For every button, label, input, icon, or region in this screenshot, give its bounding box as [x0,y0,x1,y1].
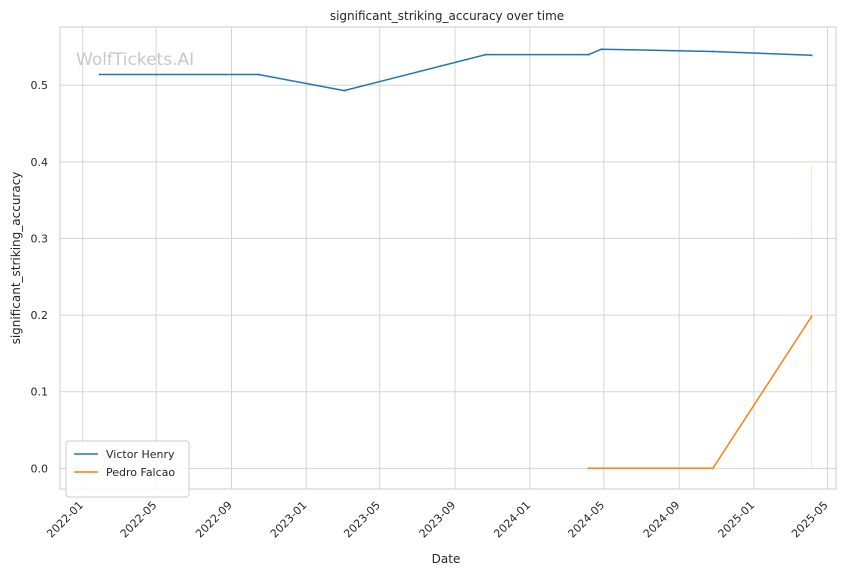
data-point-victor-henry [484,53,487,56]
chart-title: significant_striking_accuracy over time [330,9,564,23]
data-point-victor-henry [257,73,260,76]
data-point-victor-henry [587,53,590,56]
data-point-victor-henry [810,54,813,57]
data-point-pedro-falcao [711,467,714,470]
data-point-victor-henry [98,73,101,76]
y-axis-ticks: 0.0 0.1 0.2 0.3 0.4 0.5 [31,79,49,475]
series-layer [98,48,813,470]
data-point-victor-henry [600,48,603,51]
y-tick-label: 0.1 [31,386,49,399]
y-tick-label: 0.2 [31,309,49,322]
legend-label-pedro-falcao: Pedro Falcao [106,466,175,479]
y-tick-label: 0.0 [31,462,49,475]
y-axis-label: significant_striking_accuracy [9,172,23,345]
y-tick-label: 0.3 [31,232,49,245]
series-line-victor-henry [99,48,812,92]
data-point-pedro-falcao [587,467,590,470]
data-point-victor-henry [343,89,346,92]
grid [60,27,836,489]
y-tick-label: 0.5 [31,79,49,92]
x-axis-label: Date [432,552,461,566]
plot-area [59,26,837,490]
legend-box [65,440,190,498]
data-point-pedro-falcao [810,315,813,318]
legend-label-victor-henry: Victor Henry [106,448,175,461]
data-point-victor-henry [711,50,714,53]
y-tick-label: 0.4 [31,156,49,169]
watermark-text: WolfTickets.AI [76,50,194,70]
legend: Victor Henry Pedro Falcao [65,440,190,498]
